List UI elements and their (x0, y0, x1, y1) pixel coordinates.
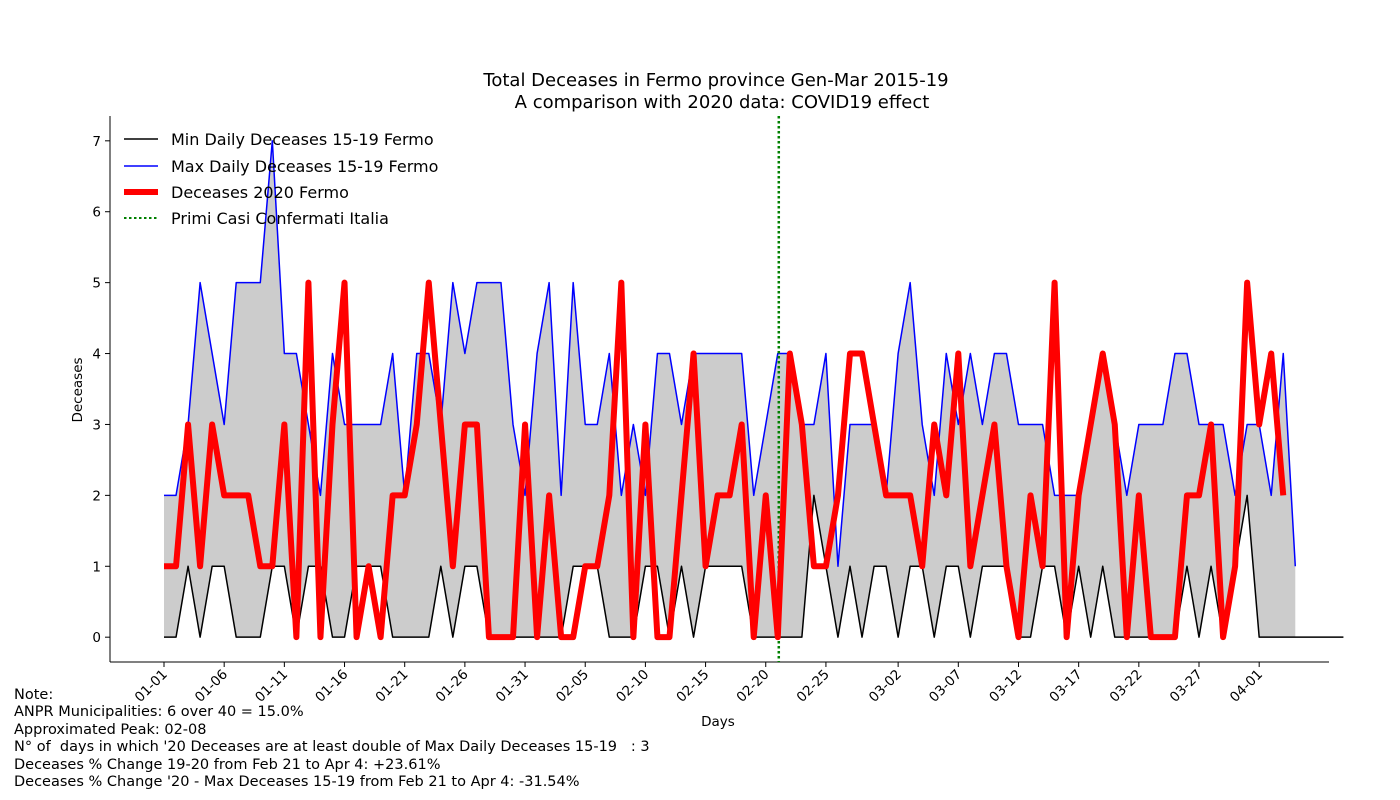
x-tick-label-04-01: 04-01 (1227, 667, 1266, 706)
x-tick-label-02-15: 02-15 (673, 667, 712, 706)
note-change-max: Deceases % Change '20 - Max Deceases 15-… (14, 774, 580, 791)
note-peak: Approximated Peak: 02-08 (14, 721, 207, 738)
x-tick-label-03-22: 03-22 (1107, 667, 1146, 706)
y-tick-label-5: 5 (92, 276, 101, 292)
x-tick-label-03-27: 03-27 (1167, 667, 1206, 706)
legend: Min Daily Deceases 15-19 Fermo Max Daily … (124, 130, 438, 228)
x-tick-label-02-20: 02-20 (734, 667, 773, 706)
chart-subtitle: A comparison with 2020 data: COVID19 eff… (515, 92, 930, 113)
legend-label-4: Primi Casi Confermati Italia (171, 209, 389, 228)
note-change-19-20: Deceases % Change 19-20 from Feb 21 to A… (14, 756, 441, 773)
note-municipalities: ANPR Municipalities: 6 over 40 = 15.0% (14, 704, 304, 721)
y-tick-label-7: 7 (92, 134, 101, 150)
y-tick-label-6: 6 (92, 205, 101, 221)
chart-title: Total Deceases in Fermo province Gen-Mar… (482, 70, 948, 91)
y-axis-label: Deceases (70, 357, 86, 422)
note-double-days: N° of days in which '20 Deceases are at … (14, 739, 650, 756)
x-tick-label-03-02: 03-02 (866, 667, 905, 706)
x-axis-label: Days (701, 714, 735, 730)
legend-label-1: Min Daily Deceases 15-19 Fermo (171, 130, 434, 149)
x-tick-label-03-07: 03-07 (926, 667, 965, 706)
y-tick-label-4: 4 (92, 347, 101, 363)
notes-block: Note: ANPR Municipalities: 6 over 40 = 1… (14, 687, 650, 791)
y-tick-label-3: 3 (92, 417, 101, 433)
note-heading: Note: (14, 687, 54, 703)
x-tick-label-02-25: 02-25 (794, 667, 833, 706)
deceases-2020-line (164, 279, 1287, 641)
x-tick-label-03-12: 03-12 (986, 667, 1025, 706)
legend-label-3: Deceases 2020 Fermo (171, 183, 349, 202)
x-tick-label-03-17: 03-17 (1046, 667, 1085, 706)
y-tick-label-1: 1 (92, 559, 101, 575)
legend-label-2: Max Daily Deceases 15-19 Fermo (171, 157, 438, 176)
y-tick-label-0: 0 (92, 630, 101, 646)
y-tick-label-2: 2 (92, 488, 101, 504)
